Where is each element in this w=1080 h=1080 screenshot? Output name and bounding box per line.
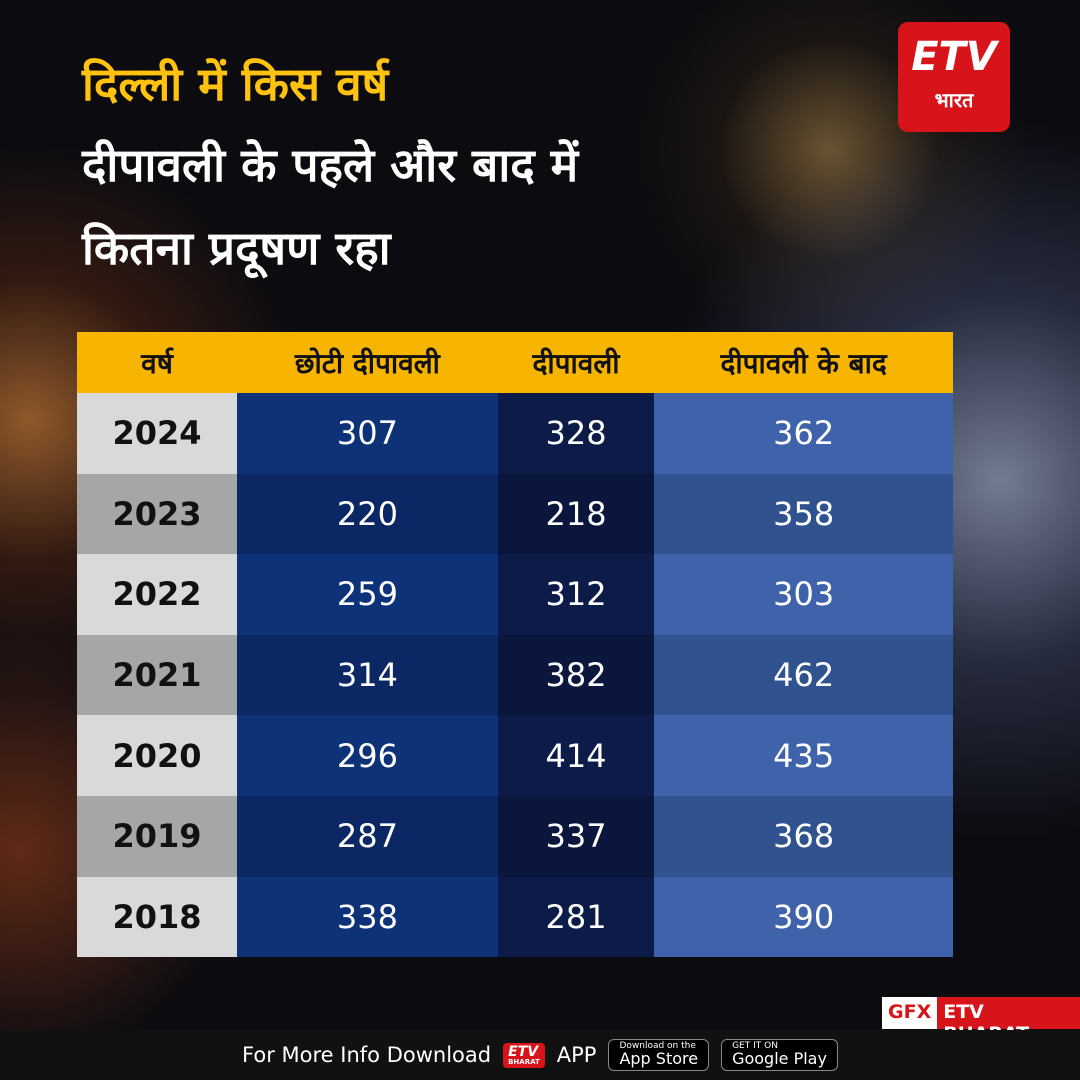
- value-cell: 337: [497, 795, 655, 877]
- year-cell: 2023: [77, 473, 238, 555]
- badge-large: Google Play: [732, 1049, 827, 1069]
- table-row: 2018 338 281 390: [77, 876, 953, 958]
- value-cell: 362: [654, 393, 953, 474]
- year-cell: 2019: [77, 795, 238, 877]
- table-row: 2021 314 382 462: [77, 634, 953, 716]
- column-header: वर्ष: [77, 332, 238, 393]
- value-cell: 287: [237, 795, 498, 877]
- value-cell: 296: [237, 715, 498, 796]
- table-row: 2022 259 312 303: [77, 554, 953, 635]
- title-line: दिल्ली में किस वर्ष: [82, 57, 389, 111]
- title-line: दीपावली के पहले और बाद में: [82, 138, 579, 192]
- year-cell: 2022: [77, 554, 238, 635]
- logo: ETV भारत: [898, 22, 1010, 132]
- value-cell: 382: [497, 634, 655, 716]
- value-cell: 328: [497, 393, 655, 474]
- value-cell: 462: [654, 634, 953, 716]
- badge-small: Download on the: [619, 1040, 696, 1051]
- badge-small: GET IT ON: [732, 1040, 778, 1051]
- value-cell: 338: [237, 876, 498, 958]
- credit-gfx: GFX: [882, 997, 938, 1029]
- value-cell: 414: [497, 715, 655, 796]
- value-cell: 312: [497, 554, 655, 635]
- footer-app: APP: [556, 1043, 597, 1067]
- credit: GFX ETV BHARAT: [882, 997, 1080, 1045]
- column-header: दीपावली: [497, 332, 655, 393]
- value-cell: 358: [654, 473, 953, 555]
- value-cell: 435: [654, 715, 953, 796]
- value-cell: 307: [237, 393, 498, 474]
- value-cell: 220: [237, 473, 498, 555]
- value-cell: 390: [654, 876, 953, 958]
- app-icon[interactable]: ETV BHARAT: [503, 1042, 545, 1068]
- value-cell: 259: [237, 554, 498, 635]
- header-row: वर्ष छोटी दीपावली दीपावली दीपावली के बाद: [77, 332, 953, 393]
- year-cell: 2024: [77, 393, 238, 474]
- footer: For More Info Download ETV BHARAT APP Dow…: [0, 1030, 1080, 1080]
- credit-brand: ETV BHARAT: [937, 997, 1080, 1045]
- footer-text: For More Info Download: [242, 1043, 492, 1067]
- logo-text: ETV: [911, 34, 997, 80]
- year-cell: 2021: [77, 634, 238, 716]
- logo-subtext: भारत: [934, 88, 974, 112]
- value-cell: 218: [497, 473, 655, 555]
- table: वर्ष छोटी दीपावली दीपावली दीपावली के बाद 202…: [77, 332, 953, 958]
- value-cell: 303: [654, 554, 953, 635]
- google-play-badge[interactable]: GET IT ON Google Play: [721, 1038, 838, 1072]
- app-icon-subtext: BHARAT: [508, 1057, 540, 1066]
- table-row: 2024 307 328 362: [77, 393, 953, 474]
- table-row: 2019 287 337 368: [77, 795, 953, 877]
- column-header: दीपावली के बाद: [654, 332, 953, 393]
- badge-large: App Store: [619, 1049, 699, 1069]
- title-line: कितना प्रदूषण रहा: [82, 221, 391, 275]
- app-store-badge[interactable]: Download on the App Store: [608, 1038, 710, 1072]
- value-cell: 314: [237, 634, 498, 716]
- value-cell: 368: [654, 795, 953, 877]
- app-icon-text: ETV: [508, 1043, 539, 1060]
- year-cell: 2020: [77, 715, 238, 796]
- year-cell: 2018: [77, 876, 238, 958]
- table-row: 2023 220 218 358: [77, 473, 953, 555]
- table-row: 2020 296 414 435: [77, 715, 953, 796]
- column-header: छोटी दीपावली: [237, 332, 498, 393]
- value-cell: 281: [497, 876, 655, 958]
